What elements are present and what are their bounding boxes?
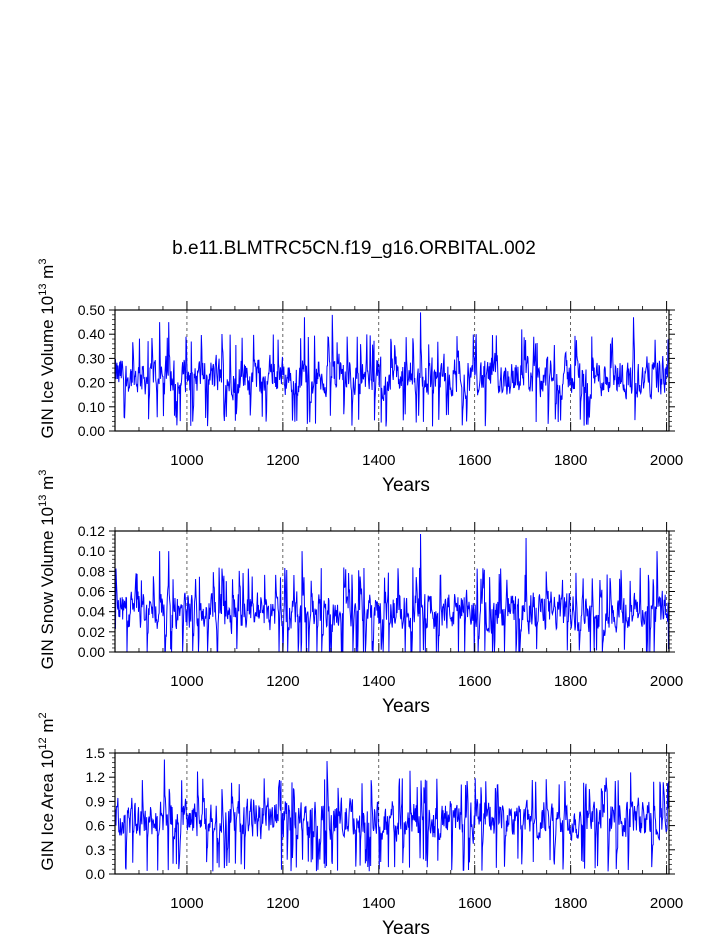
y-tick-label: 0.06 <box>78 584 105 600</box>
y-axis-label-part: m <box>38 719 57 738</box>
y-tick-label: 0.50 <box>78 302 105 318</box>
y-tick-label: 0.9 <box>86 793 106 809</box>
x-tick-label: 1200 <box>266 452 299 469</box>
y-tick-label: 0.30 <box>78 350 105 366</box>
y-tick-label: 0.00 <box>78 423 105 439</box>
panel-1: 1000 1200 1400 1600 1800 2000 0.00 0.10 0.20 0.30… <box>37 259 683 496</box>
x-axis-label: Years <box>382 918 430 935</box>
series-line-1 <box>114 312 670 427</box>
y-tick-label: 1.5 <box>86 745 106 761</box>
y-tick-label: 0.08 <box>78 563 105 579</box>
panel-2: 1000 1200 1400 1600 1800 2000 0.00 0.02 0.04 0.06… <box>37 470 683 717</box>
y-axis-label-part: 3 <box>37 259 49 265</box>
y-tick-label: 0.00 <box>78 644 105 660</box>
y-tick-label: 0.20 <box>78 375 105 391</box>
y-tick-label: 0.40 <box>78 326 105 342</box>
y-axis-label-part: 13 <box>37 495 49 507</box>
y-axis-label-part: GIN Ice Volume 10 <box>38 296 57 439</box>
y-tick-label: 0.6 <box>86 818 106 834</box>
y-axis-label-part: 3 <box>37 470 49 476</box>
y-axis-label-part: m <box>38 265 57 284</box>
y-tick-label: 1.2 <box>86 769 106 785</box>
x-axis-label: Years <box>382 696 430 717</box>
plot-frame <box>114 752 670 875</box>
x-tick-label: 1000 <box>170 452 203 469</box>
y-axis-label-part: 2 <box>37 712 49 718</box>
x-tick-label: 1000 <box>170 673 203 690</box>
x-tick-label: 2000 <box>650 452 683 469</box>
y-tick-label: 0.10 <box>78 399 105 415</box>
y-tick-label: 0.04 <box>78 604 105 620</box>
x-tick-label: 1000 <box>170 895 203 912</box>
x-tick-label: 1800 <box>554 452 587 469</box>
y-tick-label: 0.12 <box>78 523 105 539</box>
y-tick-label: 0.3 <box>86 842 106 858</box>
y-axis-label-part: GIN Snow Volume 10 <box>38 507 57 670</box>
figure-title: b.e11.BLMTRC5CN.f19_g16.ORBITAL.002 <box>172 238 536 259</box>
x-tick-label: 1600 <box>458 895 491 912</box>
x-tick-label: 1600 <box>458 673 491 690</box>
panel-3: 1000 1200 1400 1600 1800 2000 0.0 0.3 0.6 0.9 1.2 1… <box>37 712 683 935</box>
y-tick-label: 0.02 <box>78 624 105 640</box>
y-tick-label: 0.10 <box>78 543 105 559</box>
x-tick-label: 1600 <box>458 452 491 469</box>
y-axis-label: GIN Ice Area 1012 m2 <box>37 712 57 870</box>
y-axis-label-part: 13 <box>37 284 49 296</box>
x-tick-label: 2000 <box>650 895 683 912</box>
x-tick-label: 1400 <box>362 673 395 690</box>
x-tick-label: 2000 <box>650 673 683 690</box>
plot-frame <box>114 309 670 432</box>
x-tick-label: 1200 <box>266 673 299 690</box>
y-axis-label-part: m <box>38 476 57 495</box>
series-line-1 <box>114 759 670 872</box>
series-line-1 <box>114 534 670 653</box>
y-tick-label: 0.0 <box>86 866 106 882</box>
x-tick-label: 1800 <box>554 673 587 690</box>
y-axis-label-part: 12 <box>37 737 49 749</box>
y-axis-label: GIN Ice Volume 1013 m3 <box>37 259 57 439</box>
x-tick-label: 1200 <box>266 895 299 912</box>
y-axis-label-part: GIN Ice Area 10 <box>38 750 57 871</box>
x-tick-label: 1400 <box>362 895 395 912</box>
x-tick-label: 1800 <box>554 895 587 912</box>
x-axis-label: Years <box>382 475 430 496</box>
y-axis-label: GIN Snow Volume 1013 m3 <box>37 470 57 670</box>
x-tick-label: 1400 <box>362 452 395 469</box>
